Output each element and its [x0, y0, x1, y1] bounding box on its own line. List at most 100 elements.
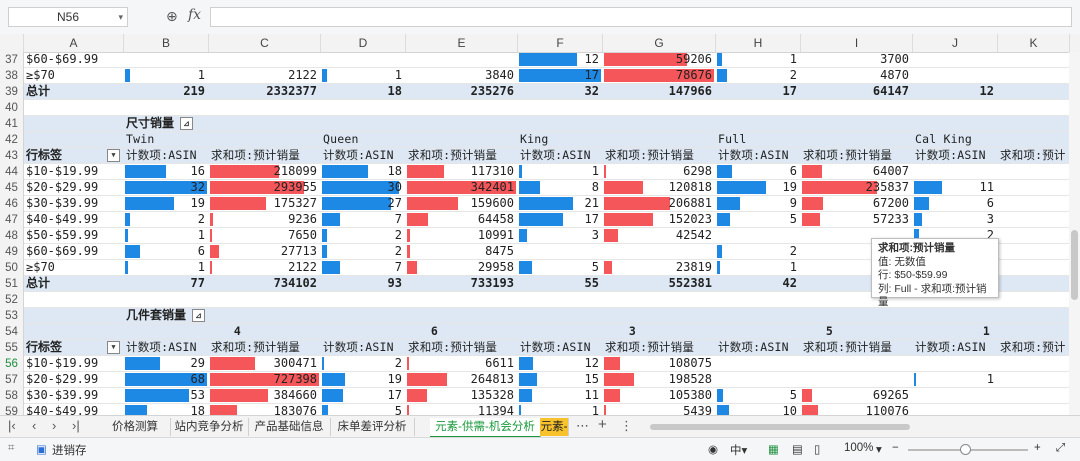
row-number-55[interactable]: 55 [0, 340, 24, 356]
row-label-cell[interactable]: $40-$49.99 [26, 404, 99, 415]
value-cell[interactable]: 1 [197, 260, 205, 274]
value-cell[interactable]: 235276 [470, 84, 514, 98]
row-label-cell[interactable]: $20-$29.99 [26, 372, 99, 386]
value-cell[interactable]: 218099 [273, 164, 317, 178]
value-cell[interactable]: 10991 [477, 228, 514, 242]
formula-input[interactable] [210, 7, 1072, 27]
zoom-slider[interactable] [908, 444, 1028, 455]
value-cell[interactable]: 734102 [273, 276, 317, 290]
eye-icon[interactable]: ◉ [708, 444, 719, 456]
row-label-cell[interactable]: ≥$70 [26, 260, 55, 274]
value-cell[interactable]: 152023 [668, 212, 712, 226]
value-field-header[interactable]: 求和项:预计 [1000, 340, 1066, 354]
value-cell[interactable]: 105380 [668, 388, 712, 402]
value-cell[interactable]: 8 [591, 180, 599, 194]
value-cell[interactable]: 11 [584, 388, 599, 402]
sheet-tab[interactable]: 站内竞争分析 [170, 418, 249, 436]
value-cell[interactable]: 117310 [470, 164, 514, 178]
sheet-tab[interactable]: 元素- [540, 418, 569, 436]
zoom-out-icon[interactable]: − [892, 442, 899, 454]
value-cell[interactable]: 147966 [668, 84, 712, 98]
value-cell[interactable]: 1 [591, 164, 599, 178]
value-cell[interactable]: 19 [190, 196, 205, 210]
value-cell[interactable]: 67200 [872, 196, 909, 210]
value-cell[interactable]: 23819 [675, 260, 712, 274]
value-field-header[interactable]: 求和项:预计 [1000, 148, 1066, 162]
value-cell[interactable]: 7650 [288, 228, 317, 242]
sheet-tab[interactable]: 床单差评分析 [330, 418, 415, 436]
value-cell[interactable]: 77 [190, 276, 205, 290]
sheet-more-icon[interactable]: ⋯ [576, 418, 589, 433]
value-cell[interactable]: 12 [584, 356, 599, 370]
fx-icon[interactable]: fx [188, 7, 202, 23]
vertical-scroll-thumb[interactable] [1071, 230, 1078, 300]
value-cell[interactable]: 384660 [273, 388, 317, 402]
value-cell[interactable]: 3700 [880, 52, 909, 66]
normal-view-icon[interactable]: ▦ [768, 444, 779, 456]
value-cell[interactable]: 55 [584, 276, 599, 290]
filter-dropdown-icon[interactable]: ▼ [107, 149, 120, 162]
value-cell[interactable]: 17 [387, 388, 402, 402]
value-cell[interactable]: 6 [197, 244, 205, 258]
value-cell[interactable]: 206881 [668, 196, 712, 210]
value-cell[interactable]: 32 [584, 84, 599, 98]
row-number-44[interactable]: 44 [0, 164, 24, 180]
value-field-header[interactable]: 计数项:ASIN [520, 148, 591, 162]
row-label-cell[interactable]: $10-$19.99 [26, 164, 99, 178]
row-number-56[interactable]: 56 [0, 356, 24, 372]
value-field-header[interactable]: 求和项:预计销量 [408, 340, 498, 354]
value-field-header[interactable]: 求和项:预计销量 [803, 148, 893, 162]
row-number-48[interactable]: 48 [0, 228, 24, 244]
row-number-53[interactable]: 53 [0, 308, 24, 324]
value-field-header[interactable]: 计数项:ASIN [126, 148, 197, 162]
row-label-cell[interactable]: $40-$49.99 [26, 212, 99, 226]
value-cell[interactable]: 9 [789, 196, 797, 210]
value-field-header[interactable]: 计数项:ASIN [718, 340, 789, 354]
value-cell[interactable]: 1 [591, 404, 599, 415]
value-cell[interactable]: 159600 [470, 196, 514, 210]
value-cell[interactable]: 18 [387, 84, 402, 98]
row-label-cell[interactable]: ≥$70 [26, 68, 55, 82]
row-number-54[interactable]: 54 [0, 324, 24, 340]
column-header-e[interactable]: E [406, 34, 518, 52]
column-header-c[interactable]: C [209, 34, 321, 52]
value-cell[interactable]: 4870 [880, 68, 909, 82]
value-cell[interactable]: 57233 [872, 212, 909, 226]
value-cell[interactable]: 27 [387, 196, 402, 210]
value-cell[interactable]: 29958 [477, 260, 514, 274]
column-header-b[interactable]: B [124, 34, 209, 52]
column-header-d[interactable]: D [321, 34, 406, 52]
zoom-in-icon[interactable]: + [1034, 442, 1041, 454]
row-label-cell[interactable]: $50-$59.99 [26, 228, 99, 242]
value-cell[interactable]: 6 [986, 196, 994, 210]
value-cell[interactable]: 11394 [477, 404, 514, 415]
column-header-f[interactable]: F [518, 34, 603, 52]
value-cell[interactable]: 5 [789, 388, 797, 402]
value-field-header[interactable]: 计数项:ASIN [126, 340, 197, 354]
value-cell[interactable]: 21 [584, 196, 599, 210]
row-number-59[interactable]: 59 [0, 404, 24, 415]
zoom-slider-handle[interactable] [960, 444, 971, 455]
value-cell[interactable]: 8475 [485, 244, 514, 258]
value-cell[interactable]: 42542 [675, 228, 712, 242]
value-field-header[interactable]: 计数项:ASIN [323, 340, 394, 354]
value-cell[interactable]: 6 [789, 164, 797, 178]
column-header-a[interactable]: A [24, 34, 124, 52]
value-cell[interactable]: 17 [584, 212, 599, 226]
value-cell[interactable]: 2122 [288, 68, 317, 82]
filter-dropdown-icon[interactable]: ▼ [107, 341, 120, 354]
value-cell[interactable]: 1 [197, 228, 205, 242]
value-cell[interactable]: 183076 [273, 404, 317, 415]
value-cell[interactable]: 5 [394, 404, 402, 415]
page-break-icon[interactable]: ▯ [814, 444, 821, 456]
value-cell[interactable]: 110076 [865, 404, 909, 415]
add-sheet-icon[interactable]: + [598, 416, 607, 433]
row-number-50[interactable]: 50 [0, 260, 24, 276]
first-sheet-icon[interactable]: |‹ [8, 418, 16, 433]
value-cell[interactable]: 727398 [273, 372, 317, 386]
chevron-down-icon[interactable]: ▾ [118, 12, 123, 22]
value-cell[interactable]: 6611 [485, 356, 514, 370]
value-cell[interactable]: 342401 [470, 180, 514, 194]
value-cell[interactable]: 64458 [477, 212, 514, 226]
ime-icon[interactable]: 中▾ [730, 445, 748, 457]
